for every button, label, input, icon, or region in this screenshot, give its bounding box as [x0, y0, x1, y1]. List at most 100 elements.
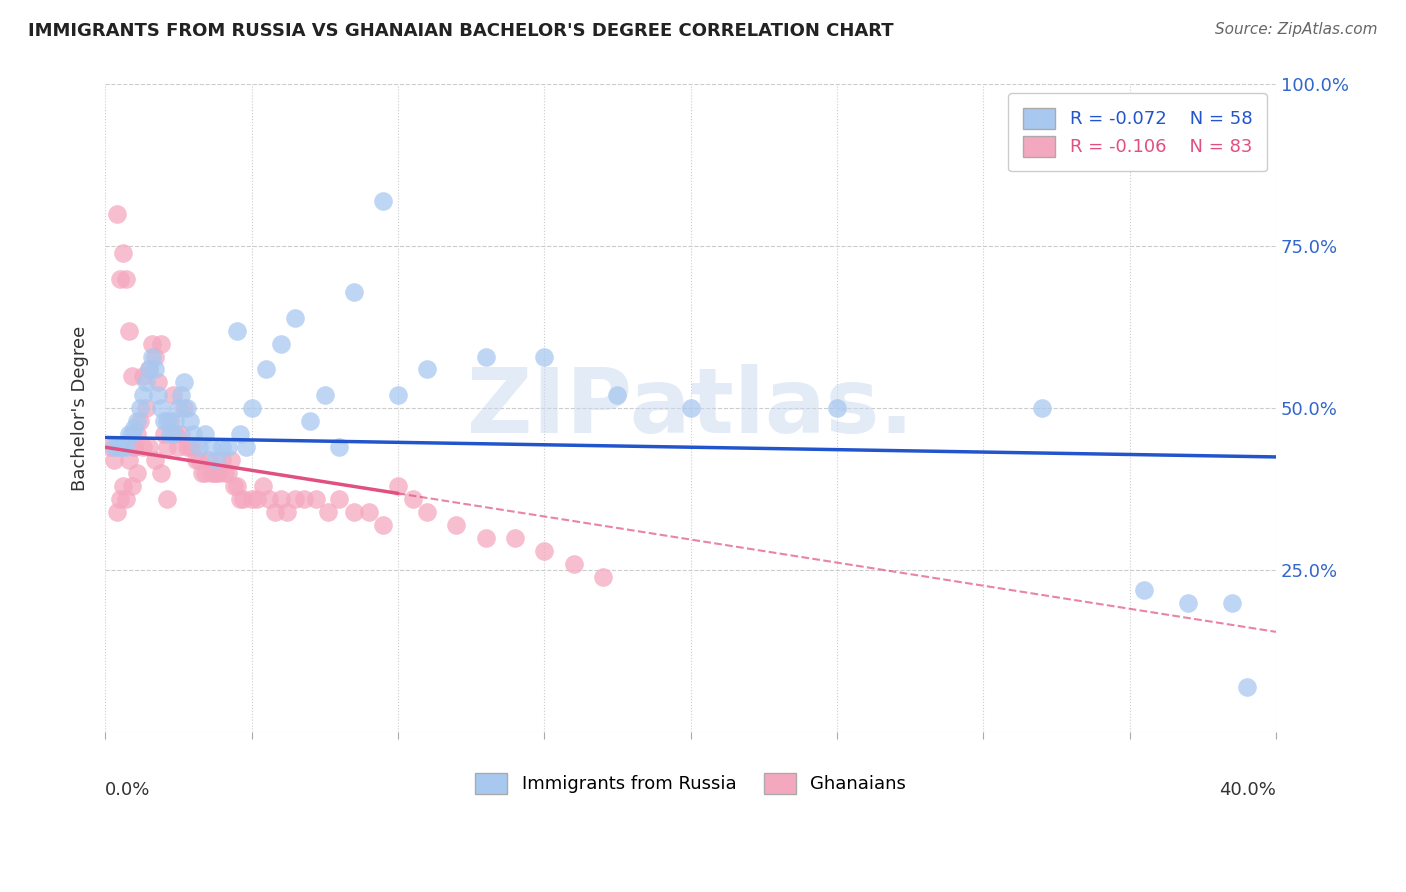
Point: [235, 440, 257, 454]
Point: [162, 427, 184, 442]
Point: [229, 491, 252, 506]
Point: [214, 466, 236, 480]
Point: [132, 368, 155, 383]
Point: [503, 531, 526, 545]
Text: IMMIGRANTS FROM RUSSIA VS GHANAIAN BACHELOR'S DEGREE CORRELATION CHART: IMMIGRANTS FROM RUSSIA VS GHANAIAN BACHE…: [28, 22, 894, 40]
Point: [474, 531, 496, 545]
Point: [314, 388, 336, 402]
Point: [1177, 596, 1199, 610]
Point: [127, 427, 149, 442]
Point: [114, 440, 136, 454]
Point: [343, 505, 366, 519]
Point: [202, 466, 225, 480]
Point: [232, 491, 254, 506]
Point: [143, 350, 166, 364]
Point: [217, 466, 239, 480]
Point: [149, 401, 172, 416]
Point: [194, 466, 217, 480]
Point: [173, 401, 195, 416]
Point: [219, 453, 242, 467]
Point: [173, 376, 195, 390]
Point: [246, 491, 269, 506]
Point: [149, 466, 172, 480]
Point: [299, 414, 322, 428]
Point: [240, 401, 263, 416]
Point: [129, 414, 152, 428]
Point: [162, 388, 184, 402]
Point: [401, 491, 423, 506]
Point: [1236, 680, 1258, 694]
Point: [165, 414, 187, 428]
Point: [240, 491, 263, 506]
Point: [252, 479, 274, 493]
Point: [165, 427, 187, 442]
Point: [181, 427, 204, 442]
Point: [316, 505, 339, 519]
Point: [117, 453, 139, 467]
Point: [416, 505, 439, 519]
Point: [533, 350, 555, 364]
Point: [1031, 401, 1053, 416]
Point: [124, 421, 146, 435]
Point: [138, 362, 160, 376]
Point: [1133, 582, 1156, 597]
Point: [156, 440, 179, 454]
Point: [117, 427, 139, 442]
Point: [121, 368, 143, 383]
Point: [211, 440, 233, 454]
Point: [143, 453, 166, 467]
Point: [205, 466, 228, 480]
Point: [357, 505, 380, 519]
Point: [284, 310, 307, 325]
Point: [170, 388, 193, 402]
Point: [159, 414, 181, 428]
Point: [135, 401, 157, 416]
Point: [254, 362, 277, 376]
Point: [135, 376, 157, 390]
Point: [146, 388, 169, 402]
Point: [328, 440, 350, 454]
Point: [679, 401, 702, 416]
Point: [108, 440, 131, 454]
Point: [200, 440, 222, 454]
Point: [111, 479, 134, 493]
Point: [305, 491, 328, 506]
Point: [146, 376, 169, 390]
Point: [387, 479, 409, 493]
Point: [105, 207, 128, 221]
Point: [129, 401, 152, 416]
Text: ZIPatlas.: ZIPatlas.: [467, 364, 914, 452]
Point: [121, 479, 143, 493]
Point: [292, 491, 315, 506]
Point: [825, 401, 848, 416]
Point: [124, 440, 146, 454]
Point: [111, 245, 134, 260]
Point: [533, 544, 555, 558]
Point: [226, 324, 249, 338]
Point: [179, 440, 201, 454]
Point: [181, 440, 204, 454]
Point: [103, 453, 125, 467]
Point: [276, 505, 298, 519]
Point: [176, 440, 198, 454]
Point: [343, 285, 366, 299]
Point: [222, 479, 245, 493]
Point: [211, 453, 233, 467]
Point: [474, 350, 496, 364]
Text: Source: ZipAtlas.com: Source: ZipAtlas.com: [1215, 22, 1378, 37]
Point: [143, 362, 166, 376]
Point: [373, 194, 395, 208]
Point: [149, 336, 172, 351]
Point: [138, 362, 160, 376]
Text: 0.0%: 0.0%: [105, 780, 150, 799]
Point: [191, 466, 214, 480]
Point: [184, 453, 207, 467]
Point: [141, 336, 163, 351]
Point: [114, 272, 136, 286]
Point: [117, 324, 139, 338]
Point: [127, 466, 149, 480]
Point: [284, 491, 307, 506]
Point: [132, 388, 155, 402]
Point: [592, 570, 614, 584]
Point: [205, 453, 228, 467]
